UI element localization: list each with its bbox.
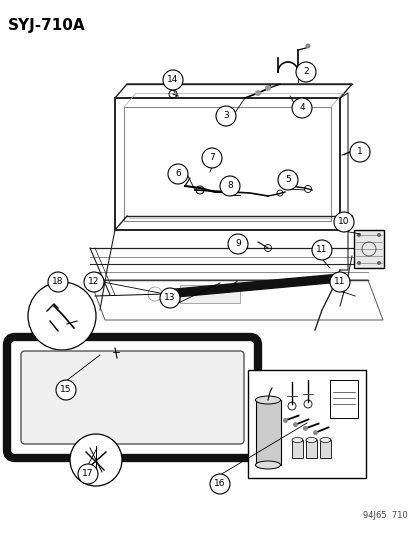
Bar [329, 380, 357, 418]
Circle shape [302, 426, 307, 431]
Text: 3: 3 [223, 111, 228, 120]
Circle shape [356, 233, 360, 237]
Text: 18: 18 [52, 278, 64, 287]
Text: SYJ-710A: SYJ-710A [8, 18, 85, 33]
Ellipse shape [319, 438, 330, 442]
Text: 14: 14 [167, 76, 178, 85]
Bar [353, 230, 383, 268]
Bar [305, 440, 316, 458]
Circle shape [291, 98, 311, 118]
Text: 2: 2 [302, 68, 308, 77]
Circle shape [48, 272, 68, 292]
Ellipse shape [305, 438, 316, 442]
Circle shape [264, 85, 271, 91]
Circle shape [216, 106, 235, 126]
Circle shape [209, 474, 230, 494]
Text: 11: 11 [316, 246, 327, 254]
Circle shape [329, 272, 349, 292]
Text: 94J65  710: 94J65 710 [362, 511, 407, 520]
Text: 9: 9 [235, 239, 240, 248]
Bar [319, 440, 330, 458]
Circle shape [312, 430, 317, 435]
Circle shape [163, 70, 183, 90]
Text: 12: 12 [88, 278, 100, 287]
Circle shape [219, 176, 240, 196]
Circle shape [56, 380, 76, 400]
Text: 6: 6 [175, 169, 180, 179]
Circle shape [292, 422, 297, 427]
Circle shape [168, 164, 188, 184]
Text: 15: 15 [60, 385, 71, 394]
Circle shape [159, 288, 180, 308]
FancyArrow shape [164, 274, 339, 298]
Text: 11: 11 [333, 278, 345, 287]
Circle shape [84, 272, 104, 292]
Circle shape [28, 282, 96, 350]
Text: 17: 17 [82, 470, 93, 479]
Bar [180, 285, 240, 303]
Bar [291, 440, 302, 458]
Circle shape [349, 142, 369, 162]
Bar [255, 400, 280, 465]
Text: 8: 8 [227, 182, 232, 190]
Text: 13: 13 [164, 294, 176, 303]
FancyBboxPatch shape [21, 351, 243, 444]
Bar [247, 370, 365, 478]
Circle shape [305, 44, 310, 49]
Circle shape [356, 261, 360, 265]
Text: 10: 10 [337, 217, 349, 227]
Text: 7: 7 [209, 154, 214, 163]
Circle shape [254, 90, 260, 96]
Ellipse shape [255, 396, 280, 404]
Circle shape [333, 212, 353, 232]
Text: 4: 4 [299, 103, 304, 112]
FancyBboxPatch shape [7, 337, 257, 458]
Circle shape [228, 234, 247, 254]
Circle shape [376, 233, 380, 237]
Circle shape [202, 148, 221, 168]
Circle shape [70, 434, 122, 486]
Text: 1: 1 [356, 148, 362, 157]
Ellipse shape [291, 438, 302, 442]
Circle shape [277, 170, 297, 190]
Circle shape [282, 418, 287, 423]
Circle shape [376, 261, 380, 265]
Text: 16: 16 [214, 480, 225, 489]
Circle shape [78, 464, 98, 484]
Circle shape [295, 62, 315, 82]
Text: 5: 5 [285, 175, 290, 184]
Ellipse shape [255, 461, 280, 469]
Circle shape [311, 240, 331, 260]
